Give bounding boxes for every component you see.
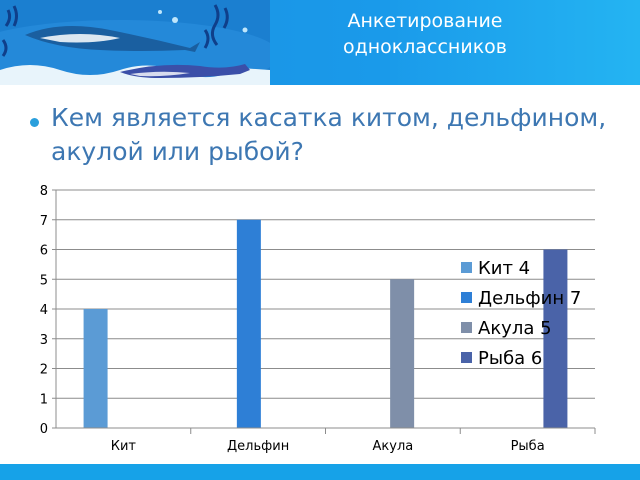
- chart-bars: [83, 219, 568, 428]
- y-tick-label: 6: [40, 244, 48, 259]
- header-banner: Анкетирование одноклассников: [0, 0, 640, 85]
- legend-swatch: [461, 292, 472, 303]
- y-tick-label: 7: [40, 214, 48, 229]
- whale-illustration: [0, 0, 270, 85]
- slide-title: Анкетирование одноклассников: [270, 8, 580, 60]
- x-tick-label: Акула: [373, 439, 414, 454]
- y-tick-label: 4: [40, 303, 48, 318]
- x-tick-label: Рыба: [511, 439, 545, 454]
- bullet-question: Кем является касатка китом, дельфином, а…: [51, 103, 607, 166]
- bullet-icon: [30, 118, 39, 127]
- legend-swatch: [461, 262, 472, 273]
- legend-label: Рыба 6: [478, 348, 542, 369]
- bar-Кит 4: [83, 309, 108, 428]
- legend-label: Дельфин 7: [478, 288, 581, 309]
- chart-axes: 0 1 2 3 4 5 6 7 8 Кит Дельфин Акула Рыба: [40, 184, 596, 454]
- y-tick-label: 0: [40, 422, 48, 437]
- y-tick-label: 8: [40, 184, 48, 199]
- bar-chart: 0 1 2 3 4 5 6 7 8 Кит Дельфин Акула Рыба Кит 4 Дельфи…: [40, 184, 596, 454]
- legend-swatch: [461, 322, 472, 333]
- slide-title-line-1: Анкетирование: [347, 10, 503, 32]
- y-tick-label: 5: [40, 273, 48, 288]
- slide-title-line-2: одноклассников: [342, 36, 508, 58]
- y-tick-label: 1: [40, 392, 48, 407]
- chart-gridlines: [56, 189, 595, 429]
- footer-bar: [0, 464, 640, 480]
- x-tick-label: Кит: [111, 439, 137, 454]
- legend-swatch: [461, 352, 472, 363]
- bar-Рыба 6: [543, 249, 568, 428]
- chart-legend: Кит 4 Дельфин 7 Акула 5 Рыба 6: [461, 258, 581, 369]
- bar-Дельфин 7: [236, 219, 261, 428]
- y-tick-label: 2: [40, 363, 48, 378]
- legend-label: Акула 5: [478, 318, 552, 339]
- y-tick-label: 3: [40, 333, 48, 348]
- bar-Акула 5: [390, 279, 415, 428]
- x-tick-label: Дельфин: [227, 439, 289, 454]
- legend-label: Кит 4: [478, 258, 530, 279]
